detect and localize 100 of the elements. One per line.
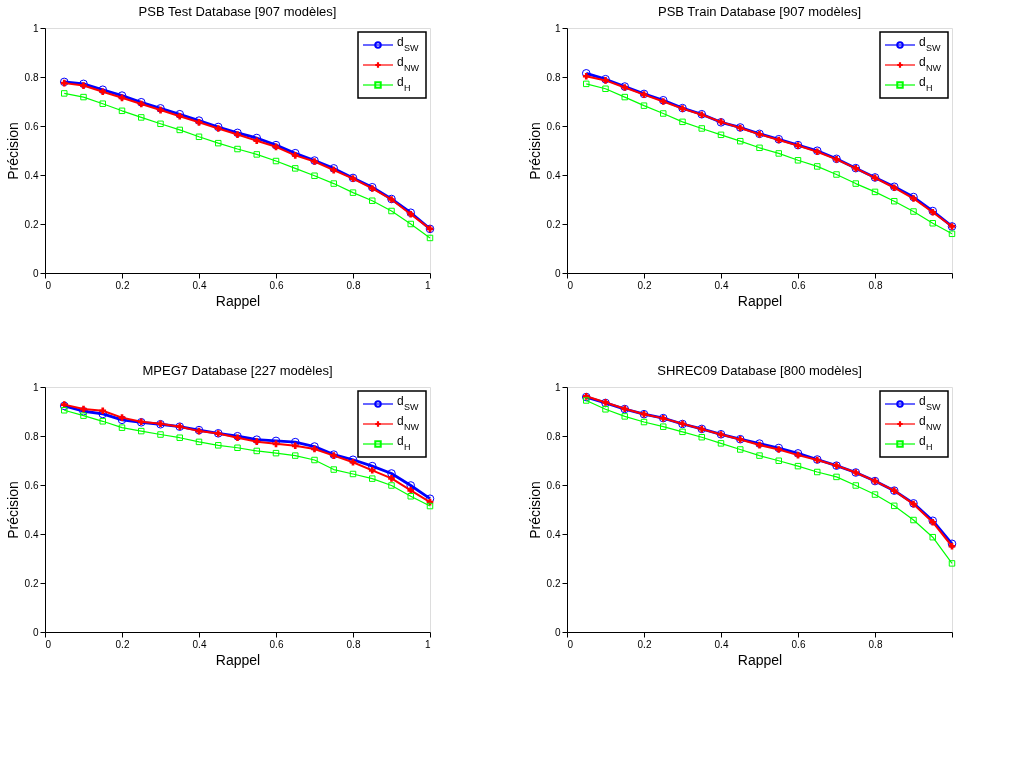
y-tick-label: 0	[554, 267, 561, 279]
point	[99, 418, 106, 425]
point	[794, 157, 802, 164]
point	[272, 157, 280, 165]
point	[775, 150, 782, 157]
point	[717, 131, 725, 139]
x-tick-label: 1	[424, 279, 431, 291]
y-tick-label: 0.2	[24, 218, 39, 230]
point	[698, 433, 705, 441]
y-tick-label: 0.2	[24, 577, 39, 589]
x-tick-label: 0.8	[868, 638, 883, 650]
x-tick-label: 0.4	[714, 638, 729, 650]
point	[234, 145, 241, 153]
point	[99, 100, 106, 107]
y-tick-label: 0.4	[24, 169, 39, 181]
x-tick-label: 0.4	[714, 279, 729, 291]
point	[602, 85, 609, 92]
y-axis-title: Précision	[4, 122, 21, 180]
x-tick-label: 0.2	[115, 638, 130, 650]
point	[621, 413, 628, 420]
x-tick-label: 0.6	[269, 638, 284, 650]
y-tick-label: 0	[32, 626, 39, 638]
y-tick-label: 0.2	[546, 577, 561, 589]
y-tick-label: 0	[554, 626, 561, 638]
point	[387, 469, 396, 478]
x-tick-label: 0.4	[192, 638, 207, 650]
x-axis-title: Rappel	[215, 651, 261, 668]
y-tick-label: 0.4	[546, 169, 561, 181]
chart-title: PSB Test Database [907 modèles]	[138, 4, 337, 19]
y-tick-label: 1	[554, 22, 561, 34]
point	[679, 118, 686, 126]
point	[195, 438, 203, 446]
point	[756, 144, 763, 152]
point	[640, 102, 648, 109]
y-tick-label: 0.6	[24, 120, 39, 132]
point	[794, 462, 802, 470]
y-tick-label: 0.8	[24, 430, 39, 442]
point	[602, 406, 609, 413]
point	[426, 234, 434, 242]
point	[215, 442, 222, 449]
x-tick-label: 0.2	[637, 279, 652, 291]
x-tick-label: 0.6	[791, 279, 806, 291]
point	[833, 473, 840, 481]
point	[737, 137, 744, 145]
point	[215, 139, 222, 147]
y-tick-label: 0.2	[546, 218, 561, 230]
point	[717, 440, 725, 447]
point	[775, 457, 782, 464]
point	[138, 427, 145, 435]
point	[330, 466, 337, 473]
point	[948, 230, 956, 238]
x-tick-label: 0	[567, 638, 574, 650]
y-tick-label: 0.8	[546, 430, 561, 442]
point	[891, 197, 898, 205]
point	[929, 533, 936, 541]
point	[852, 180, 859, 187]
point	[388, 475, 395, 482]
x-tick-label: 0.8	[868, 279, 883, 291]
point	[368, 466, 376, 474]
x-tick-label: 0	[45, 279, 52, 291]
point	[426, 502, 434, 510]
y-axis-title: Précision	[526, 122, 543, 180]
point	[195, 133, 203, 141]
chart-title: MPEG7 Database [227 modèles]	[142, 363, 333, 378]
point	[176, 434, 183, 441]
point	[291, 152, 299, 159]
point	[138, 114, 145, 121]
point	[891, 502, 898, 510]
y-tick-label: 0.6	[546, 479, 561, 491]
x-tick-label: 0.4	[192, 279, 207, 291]
point	[369, 197, 376, 204]
point	[871, 491, 879, 498]
point	[330, 180, 337, 187]
point	[833, 171, 840, 178]
y-tick-label: 1	[554, 381, 561, 393]
x-tick-label: 0.6	[791, 638, 806, 650]
point	[388, 207, 395, 215]
point	[61, 90, 68, 97]
point	[814, 163, 821, 170]
point	[407, 493, 414, 500]
y-axis-title: Précision	[4, 481, 21, 539]
point	[272, 449, 280, 457]
x-tick-label: 0.6	[269, 279, 284, 291]
x-tick-label: 0.2	[115, 279, 130, 291]
point	[61, 407, 68, 414]
x-axis-title: Rappel	[215, 292, 261, 309]
point	[80, 93, 87, 101]
point	[948, 560, 956, 567]
point	[737, 446, 744, 453]
point	[253, 151, 260, 158]
point	[292, 165, 299, 172]
y-tick-label: 0	[32, 267, 39, 279]
chart-title: SHREC09 Database [800 modèles]	[657, 363, 862, 378]
point	[291, 442, 299, 450]
y-tick-label: 0.6	[546, 120, 561, 132]
point	[407, 487, 415, 494]
point	[583, 397, 590, 404]
x-axis-title: Rappel	[737, 651, 783, 668]
point	[118, 414, 126, 421]
point	[157, 431, 164, 438]
